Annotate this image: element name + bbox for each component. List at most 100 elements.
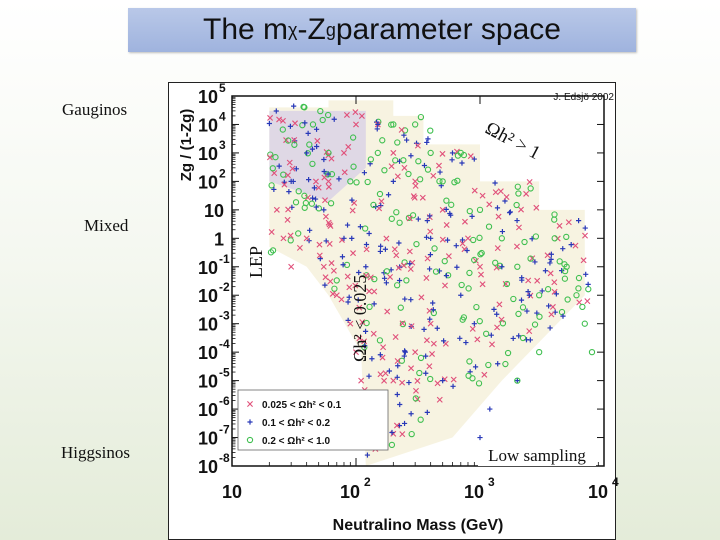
scatter-point bbox=[464, 247, 470, 254]
scatter-point bbox=[291, 137, 298, 143]
scatter-point bbox=[556, 222, 563, 229]
scatter-point bbox=[389, 429, 395, 436]
scatter-point bbox=[494, 311, 500, 317]
scatter-point bbox=[285, 206, 292, 213]
y-tick-label: 1 bbox=[214, 229, 224, 249]
scatter-point bbox=[424, 166, 432, 173]
data-point bbox=[309, 121, 317, 128]
scatter-point bbox=[423, 353, 429, 359]
scatter-point bbox=[430, 340, 437, 347]
scatter-point bbox=[403, 277, 410, 284]
scatter-point bbox=[319, 116, 326, 124]
data-point bbox=[288, 178, 294, 184]
scatter-point bbox=[463, 339, 469, 346]
scatter-point bbox=[340, 262, 346, 268]
scatter-point bbox=[396, 240, 402, 246]
scatter-point bbox=[515, 224, 522, 231]
data-point bbox=[320, 263, 327, 270]
scatter-point bbox=[429, 350, 436, 357]
scatter-point bbox=[401, 132, 407, 138]
scatter-point bbox=[492, 180, 498, 186]
scatter-point bbox=[276, 163, 282, 169]
scatter-point bbox=[302, 120, 308, 126]
scatter-point bbox=[417, 113, 425, 121]
scatter-point bbox=[356, 269, 362, 276]
scatter-point bbox=[478, 271, 485, 278]
scatter-point bbox=[504, 349, 512, 357]
scatter-point bbox=[564, 296, 571, 303]
data-point bbox=[514, 263, 521, 270]
scatter-point bbox=[361, 170, 367, 176]
scatter-point bbox=[418, 294, 425, 301]
scatter-point bbox=[431, 245, 438, 252]
scatter-point bbox=[526, 328, 533, 335]
label-mixed: Mixed bbox=[84, 216, 129, 235]
scatter-point bbox=[398, 126, 405, 133]
scatter-point bbox=[393, 282, 401, 289]
scatter-point bbox=[272, 154, 279, 161]
scatter-point bbox=[445, 253, 452, 260]
scatter-point bbox=[366, 373, 372, 379]
scatter-point bbox=[394, 391, 400, 398]
scatter-point bbox=[453, 243, 459, 249]
data-point bbox=[325, 178, 332, 185]
scatter-point bbox=[293, 166, 299, 172]
scatter-point bbox=[291, 103, 297, 109]
scatter-point bbox=[383, 280, 389, 286]
scatter-point bbox=[291, 141, 298, 148]
scatter-point bbox=[404, 137, 410, 143]
scatter-point bbox=[427, 316, 433, 322]
scatter-point bbox=[454, 264, 460, 270]
scatter-point bbox=[477, 251, 484, 258]
x-tick-exp: 2 bbox=[364, 475, 371, 489]
scatter-point bbox=[329, 290, 336, 297]
scatter-point bbox=[426, 363, 433, 370]
scatter-point bbox=[381, 167, 388, 174]
scatter-point bbox=[399, 320, 406, 327]
scatter-point bbox=[407, 261, 413, 267]
scatter-point bbox=[306, 177, 312, 183]
scatter-point bbox=[406, 215, 413, 222]
data-point bbox=[536, 349, 543, 356]
scatter-point bbox=[430, 307, 436, 313]
scatter-point bbox=[271, 186, 277, 193]
scatter-point bbox=[353, 179, 360, 186]
scatter-point bbox=[345, 143, 352, 150]
scatter-point bbox=[465, 285, 472, 292]
scatter-point bbox=[352, 109, 359, 116]
scatter-point bbox=[585, 286, 592, 293]
scatter-point bbox=[502, 360, 509, 368]
scatter-point bbox=[391, 246, 398, 253]
scatter-point bbox=[457, 335, 463, 341]
scatter-point bbox=[315, 184, 322, 191]
scatter-point bbox=[289, 165, 296, 172]
y-tick-exp: -8 bbox=[219, 451, 230, 465]
scatter-point bbox=[266, 154, 273, 161]
scatter-point bbox=[494, 324, 501, 331]
scatter-point bbox=[442, 282, 448, 289]
scatter-point bbox=[371, 275, 378, 283]
scatter-point bbox=[448, 212, 454, 218]
scatter-point bbox=[398, 357, 406, 364]
scatter-point bbox=[358, 112, 365, 119]
scatter-point bbox=[427, 375, 434, 383]
scatter-point bbox=[328, 260, 335, 267]
scatter-point bbox=[295, 230, 302, 237]
y-tick-label: 10 bbox=[198, 372, 218, 392]
scatter-point bbox=[388, 441, 396, 449]
scatter-point bbox=[350, 163, 357, 170]
scatter-point bbox=[349, 197, 355, 203]
scatter-point bbox=[435, 162, 442, 169]
y-tick-label: 10 bbox=[198, 258, 218, 278]
scatter-point bbox=[532, 233, 540, 240]
scatter-point bbox=[324, 111, 332, 119]
data-point bbox=[288, 263, 295, 270]
scatter-point bbox=[424, 409, 430, 415]
scatter-point bbox=[349, 134, 357, 141]
data-point bbox=[581, 320, 588, 327]
scatter-point bbox=[408, 323, 415, 330]
data-point bbox=[321, 207, 327, 213]
scatter-point bbox=[469, 325, 476, 332]
scatter-point bbox=[439, 236, 446, 243]
